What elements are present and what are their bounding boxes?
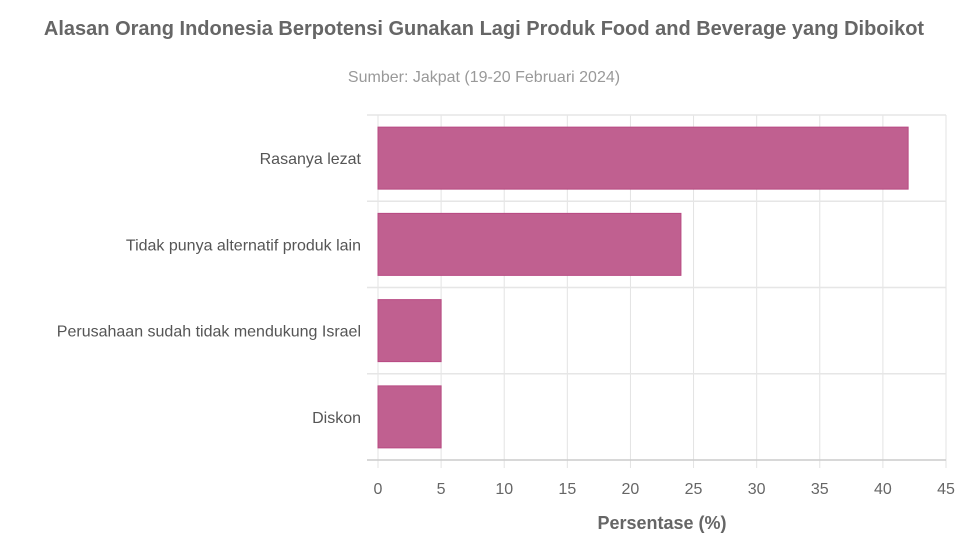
bar <box>377 212 682 276</box>
category-label: Diskon <box>312 410 361 427</box>
bar <box>377 126 909 190</box>
bar <box>377 299 442 363</box>
category-label: Tidak punya alternatif produk lain <box>126 237 361 254</box>
bar <box>377 385 442 449</box>
x-tick-label: 40 <box>874 481 892 498</box>
chart-subtitle: Sumber: Jakpat (19-20 Februari 2024) <box>347 69 621 86</box>
x-tick-label: 45 <box>937 481 955 498</box>
chart-title: Alasan Orang Indonesia Berpotensi Gunaka… <box>43 18 925 40</box>
x-tick-label: 35 <box>811 481 829 498</box>
x-tick-label: 10 <box>495 481 513 498</box>
category-label: Perusahaan sudah tidak mendukung Israel <box>57 324 361 341</box>
x-tick-label: 30 <box>748 481 766 498</box>
x-tick-label: 0 <box>374 481 383 498</box>
x-tick-label: 5 <box>437 481 446 498</box>
x-axis-label: Persentase (%) <box>597 513 726 533</box>
category-label: Rasanya lezat <box>260 151 362 168</box>
x-tick-label: 15 <box>558 481 576 498</box>
x-tick-label: 25 <box>685 481 703 498</box>
x-tick-label: 20 <box>622 481 640 498</box>
